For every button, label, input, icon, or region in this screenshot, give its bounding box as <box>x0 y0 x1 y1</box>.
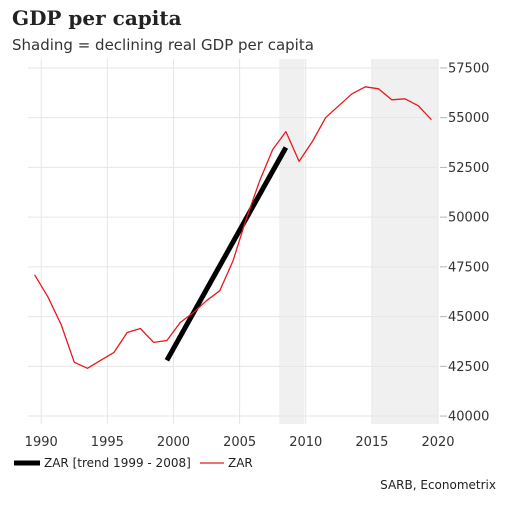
source-note: SARB, Econometrix <box>380 478 496 492</box>
y-tick-label: 55000 <box>448 111 489 126</box>
y-axis-ticks: 40000 42500 45000 47500 50000 52500 55000 57500 <box>440 61 489 425</box>
shading-layer <box>279 59 438 424</box>
legend-label-trend: ZAR [trend 1999 - 2008] <box>44 456 191 470</box>
x-tick-label: 2000 <box>157 435 190 450</box>
y-tick-label: 45000 <box>448 310 489 325</box>
series-line-1 <box>34 86 432 369</box>
shaded-region-0 <box>279 59 305 424</box>
x-axis-ticks: 1990 1995 2000 2005 2010 2015 2020 <box>25 435 455 450</box>
y-tick-label: 40000 <box>448 410 489 425</box>
chart-title: GDP per capita <box>12 6 182 30</box>
y-tick-label: 52500 <box>448 161 489 176</box>
x-tick-label: 2005 <box>223 435 256 450</box>
grid-layer <box>28 59 439 424</box>
x-tick-label: 2020 <box>421 435 454 450</box>
y-tick-label: 42500 <box>448 360 489 375</box>
series-line-0 <box>164 146 289 362</box>
shaded-region-1 <box>371 59 438 424</box>
legend-label-zar: ZAR <box>228 456 253 470</box>
x-tick-label: 1990 <box>25 435 58 450</box>
chart-subtitle: Shading = declining real GDP per capita <box>12 36 314 54</box>
x-tick-label: 1995 <box>91 435 124 450</box>
y-tick-label: 50000 <box>448 211 489 226</box>
legend: ZAR [trend 1999 - 2008] ZAR <box>14 456 253 470</box>
y-tick-label: 47500 <box>448 260 489 275</box>
x-tick-label: 2010 <box>289 435 322 450</box>
series-layer <box>34 86 432 369</box>
x-tick-label: 2015 <box>355 435 388 450</box>
y-tick-label: 57500 <box>448 61 489 76</box>
